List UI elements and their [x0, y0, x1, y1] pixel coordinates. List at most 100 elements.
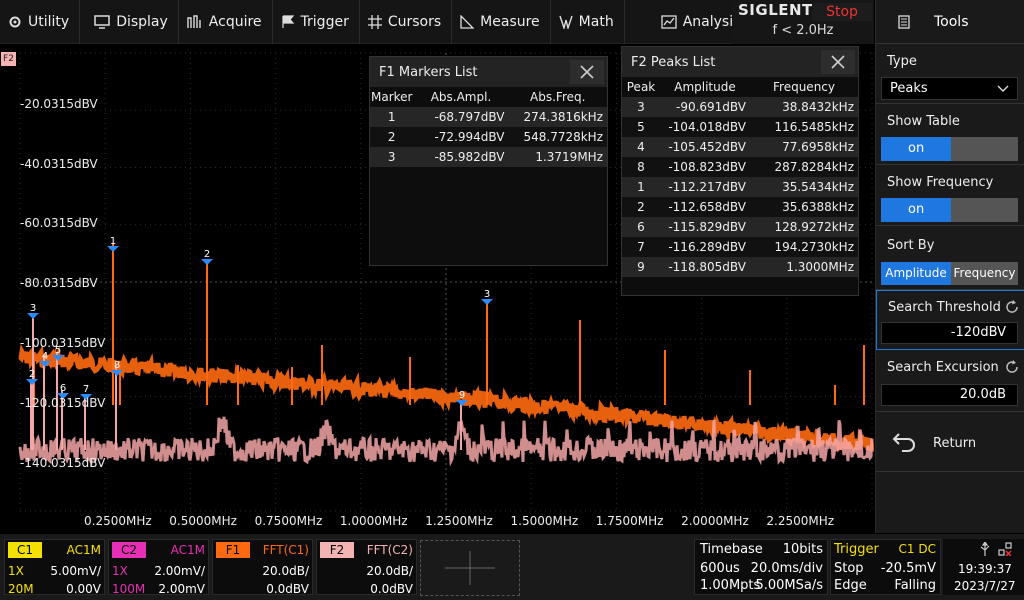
- menu-acquire[interactable]: Acquire: [179, 0, 273, 44]
- menu-display[interactable]: Display: [80, 0, 179, 44]
- menu-utility[interactable]: Utility: [0, 0, 81, 44]
- y-axis-label: -40.0315dBV: [20, 157, 98, 171]
- menu-display-label: Display: [116, 14, 168, 30]
- refresh-icon[interactable]: [1005, 300, 1019, 314]
- show-table-section: Show Table on: [876, 104, 1024, 165]
- x-axis-label: 1.0000MHz: [339, 514, 408, 528]
- toggle-on: on: [881, 198, 951, 222]
- table-row[interactable]: 5 -104.018dBV 116.5485kHz: [622, 117, 858, 137]
- f2-tag: F2: [320, 542, 354, 558]
- cell-peak: 8: [622, 157, 660, 177]
- cell-peak: 4: [622, 137, 660, 157]
- f2-marker-icon: [39, 361, 51, 367]
- table-row[interactable]: 7 -116.289dBV 194.2730kHz: [622, 237, 858, 257]
- search-threshold-section[interactable]: Search Threshold -120dBV: [876, 290, 1024, 350]
- table-row[interactable]: 8 -108.823dBV 287.8284kHz: [622, 157, 858, 177]
- f1-markers-table: Marker Abs.Ampl. Abs.Freq. 1 -68.797dBV …: [370, 87, 607, 167]
- cell-amplitude: -112.217dBV: [660, 177, 750, 197]
- y-axis-label: -140.0315dBV: [20, 456, 106, 470]
- show-frequency-section: Show Frequency on: [876, 165, 1024, 226]
- table-row[interactable]: 1 -68.797dBV 274.3816kHz: [370, 107, 607, 127]
- table-row[interactable]: 2 -72.994dBV 548.7728kHz: [370, 127, 607, 147]
- f2-marker-label: 4: [42, 351, 48, 362]
- x-axis-label: 2.2500MHz: [766, 514, 835, 528]
- run-stop-status[interactable]: Stop: [812, 3, 872, 21]
- search-excursion-section: Search Excursion 20.0dB: [876, 350, 1024, 412]
- table-row[interactable]: 1 -112.217dBV 35.5434kHz: [622, 177, 858, 197]
- trigger-label: Trigger: [834, 542, 879, 557]
- menu-trigger-label: Trigger: [300, 14, 349, 30]
- table-row[interactable]: 4 -105.452dBV 77.6958kHz: [622, 137, 858, 157]
- f2-marker-label: 9: [459, 390, 465, 401]
- tools-panel: Tools Type Peaks Show Table on Show Freq…: [875, 0, 1024, 533]
- cell-amplitude: -105.452dBV: [660, 137, 750, 157]
- f2-peaks-title-bar[interactable]: F2 Peaks List: [622, 47, 858, 77]
- type-label: Type: [887, 54, 917, 69]
- close-f1-markers-button[interactable]: [570, 60, 604, 84]
- search-excursion-label: Search Excursion: [887, 360, 999, 375]
- search-threshold-input[interactable]: -120dBV: [881, 322, 1018, 344]
- f2-marker-label: 2: [29, 369, 35, 380]
- clock-date: 2023/7/27: [954, 579, 1016, 593]
- sort-amplitude-option[interactable]: Amplitude: [881, 262, 951, 285]
- menu-measure[interactable]: Measure: [452, 0, 551, 44]
- f2-trace-badge[interactable]: F2: [1, 52, 16, 66]
- show-table-toggle[interactable]: on: [881, 137, 1018, 161]
- trigger-frequency: f < 2.0Hz: [772, 23, 834, 38]
- cell-peak: 3: [622, 97, 660, 117]
- channel-c2-box[interactable]: C2 AC1M 1X 2.00mV/ 100M 2.00mV: [108, 539, 209, 596]
- cell-frequency: 1.3719MHz: [508, 147, 607, 167]
- flag-icon: [281, 15, 294, 28]
- table-row[interactable]: 9 -118.805dBV 1.3000MHz: [622, 257, 858, 277]
- c2-tag: C2: [112, 542, 146, 558]
- menu-math-label: Math: [578, 14, 614, 30]
- refresh-icon[interactable]: [1005, 360, 1019, 374]
- timebase-box[interactable]: Timebase 10bits 600us 20.0ms/div 1.00Mpt…: [694, 539, 828, 595]
- menu-analysis[interactable]: Analysis: [625, 0, 751, 44]
- f1-markers-title-bar[interactable]: F1 Markers List: [370, 57, 607, 87]
- monitor-icon: [94, 15, 110, 29]
- trigger-box[interactable]: Trigger C1 DC Stop -20.5mV Edge Falling: [830, 539, 941, 595]
- cell-frequency: 548.7728kHz: [508, 127, 607, 147]
- math-f2-box[interactable]: F2 FFT(C2) 20.0dB/ 0.0dBV: [316, 539, 417, 596]
- timebase-points: 1.00Mpts: [700, 578, 761, 593]
- timebase-scale: 20.0ms/div: [750, 561, 823, 576]
- sort-by-section: Sort By: [876, 226, 1024, 290]
- math-f1-box[interactable]: F1 FFT(C1) 20.0dB/ 0.0dBV: [212, 539, 313, 596]
- timebase-bits: 10bits: [782, 542, 823, 557]
- table-row[interactable]: 3 -90.691dBV 38.8432kHz: [622, 97, 858, 117]
- f2-marker-label: 8: [114, 360, 120, 371]
- c1-coupling: AC1M: [66, 543, 101, 557]
- return-button[interactable]: Return: [876, 412, 1024, 472]
- search-excursion-input[interactable]: 20.0dB: [881, 384, 1018, 406]
- show-frequency-toggle[interactable]: on: [881, 198, 1018, 222]
- cell-amplitude: -68.797dBV: [413, 107, 509, 127]
- table-row[interactable]: 2 -112.658dBV 35.6388kHz: [622, 197, 858, 217]
- table-row[interactable]: 6 -115.829dBV 128.9272kHz: [622, 217, 858, 237]
- close-icon: [831, 55, 845, 69]
- table-row[interactable]: 3 -85.982dBV 1.3719MHz: [370, 147, 607, 167]
- tools-header: Tools: [876, 0, 1024, 44]
- cell-frequency: 38.8432kHz: [750, 97, 858, 117]
- f1-marker-icon: [201, 259, 213, 265]
- waveform-icon: [187, 15, 201, 28]
- cell-amplitude: -108.823dBV: [660, 157, 750, 177]
- menu-cursors[interactable]: Cursors: [360, 0, 453, 44]
- x-axis-label: 1.5000MHz: [510, 514, 579, 528]
- channel-c1-box[interactable]: C1 AC1M 1X 5.00mV/ 20M 0.00V: [4, 539, 105, 596]
- col-header: Abs.Freq.: [530, 90, 586, 104]
- menu-math[interactable]: Math: [551, 0, 625, 44]
- f2-marker-icon: [456, 400, 468, 406]
- f2-marker-label: 3: [30, 303, 36, 314]
- menu-trigger[interactable]: Trigger: [273, 0, 360, 44]
- menu-analysis-label: Analysis: [682, 14, 741, 30]
- add-channel-slot[interactable]: [420, 540, 520, 596]
- f1-marker-label: 3: [484, 289, 490, 300]
- type-select[interactable]: Peaks: [881, 77, 1018, 100]
- c1-offset: 0.00V: [66, 582, 101, 596]
- usb-icon: [980, 542, 990, 556]
- menu-utility-label: Utility: [28, 14, 70, 30]
- close-f2-peaks-button[interactable]: [821, 50, 855, 74]
- sort-frequency-option[interactable]: Frequency: [951, 262, 1018, 285]
- cell-amplitude: -118.805dBV: [660, 257, 750, 277]
